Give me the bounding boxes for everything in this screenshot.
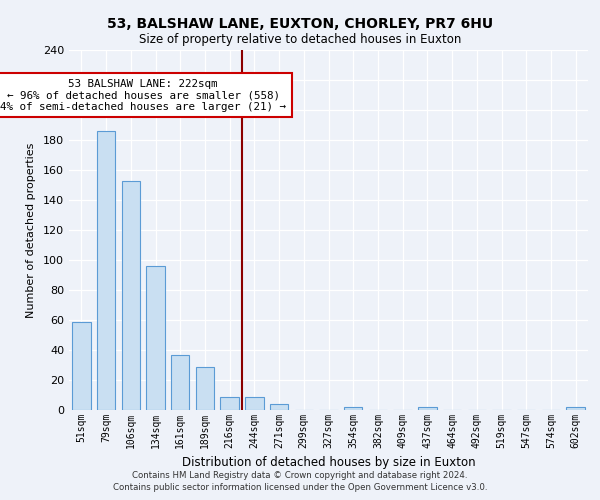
Text: 53, BALSHAW LANE, EUXTON, CHORLEY, PR7 6HU: 53, BALSHAW LANE, EUXTON, CHORLEY, PR7 6… bbox=[107, 18, 493, 32]
Text: Size of property relative to detached houses in Euxton: Size of property relative to detached ho… bbox=[139, 32, 461, 46]
Y-axis label: Number of detached properties: Number of detached properties bbox=[26, 142, 36, 318]
Bar bbox=[146, 266, 165, 410]
Bar bbox=[566, 407, 585, 410]
Text: 53 BALSHAW LANE: 222sqm
← 96% of detached houses are smaller (558)
4% of semi-de: 53 BALSHAW LANE: 222sqm ← 96% of detache… bbox=[0, 79, 286, 112]
Bar bbox=[418, 407, 437, 410]
Bar bbox=[196, 366, 214, 410]
X-axis label: Distribution of detached houses by size in Euxton: Distribution of detached houses by size … bbox=[182, 456, 475, 469]
Bar bbox=[97, 131, 115, 410]
Bar bbox=[270, 404, 289, 410]
Bar bbox=[245, 396, 263, 410]
Bar bbox=[72, 322, 91, 410]
Bar bbox=[344, 407, 362, 410]
Bar bbox=[220, 396, 239, 410]
Text: Contains HM Land Registry data © Crown copyright and database right 2024.
Contai: Contains HM Land Registry data © Crown c… bbox=[113, 471, 487, 492]
Bar bbox=[171, 354, 190, 410]
Bar bbox=[122, 180, 140, 410]
